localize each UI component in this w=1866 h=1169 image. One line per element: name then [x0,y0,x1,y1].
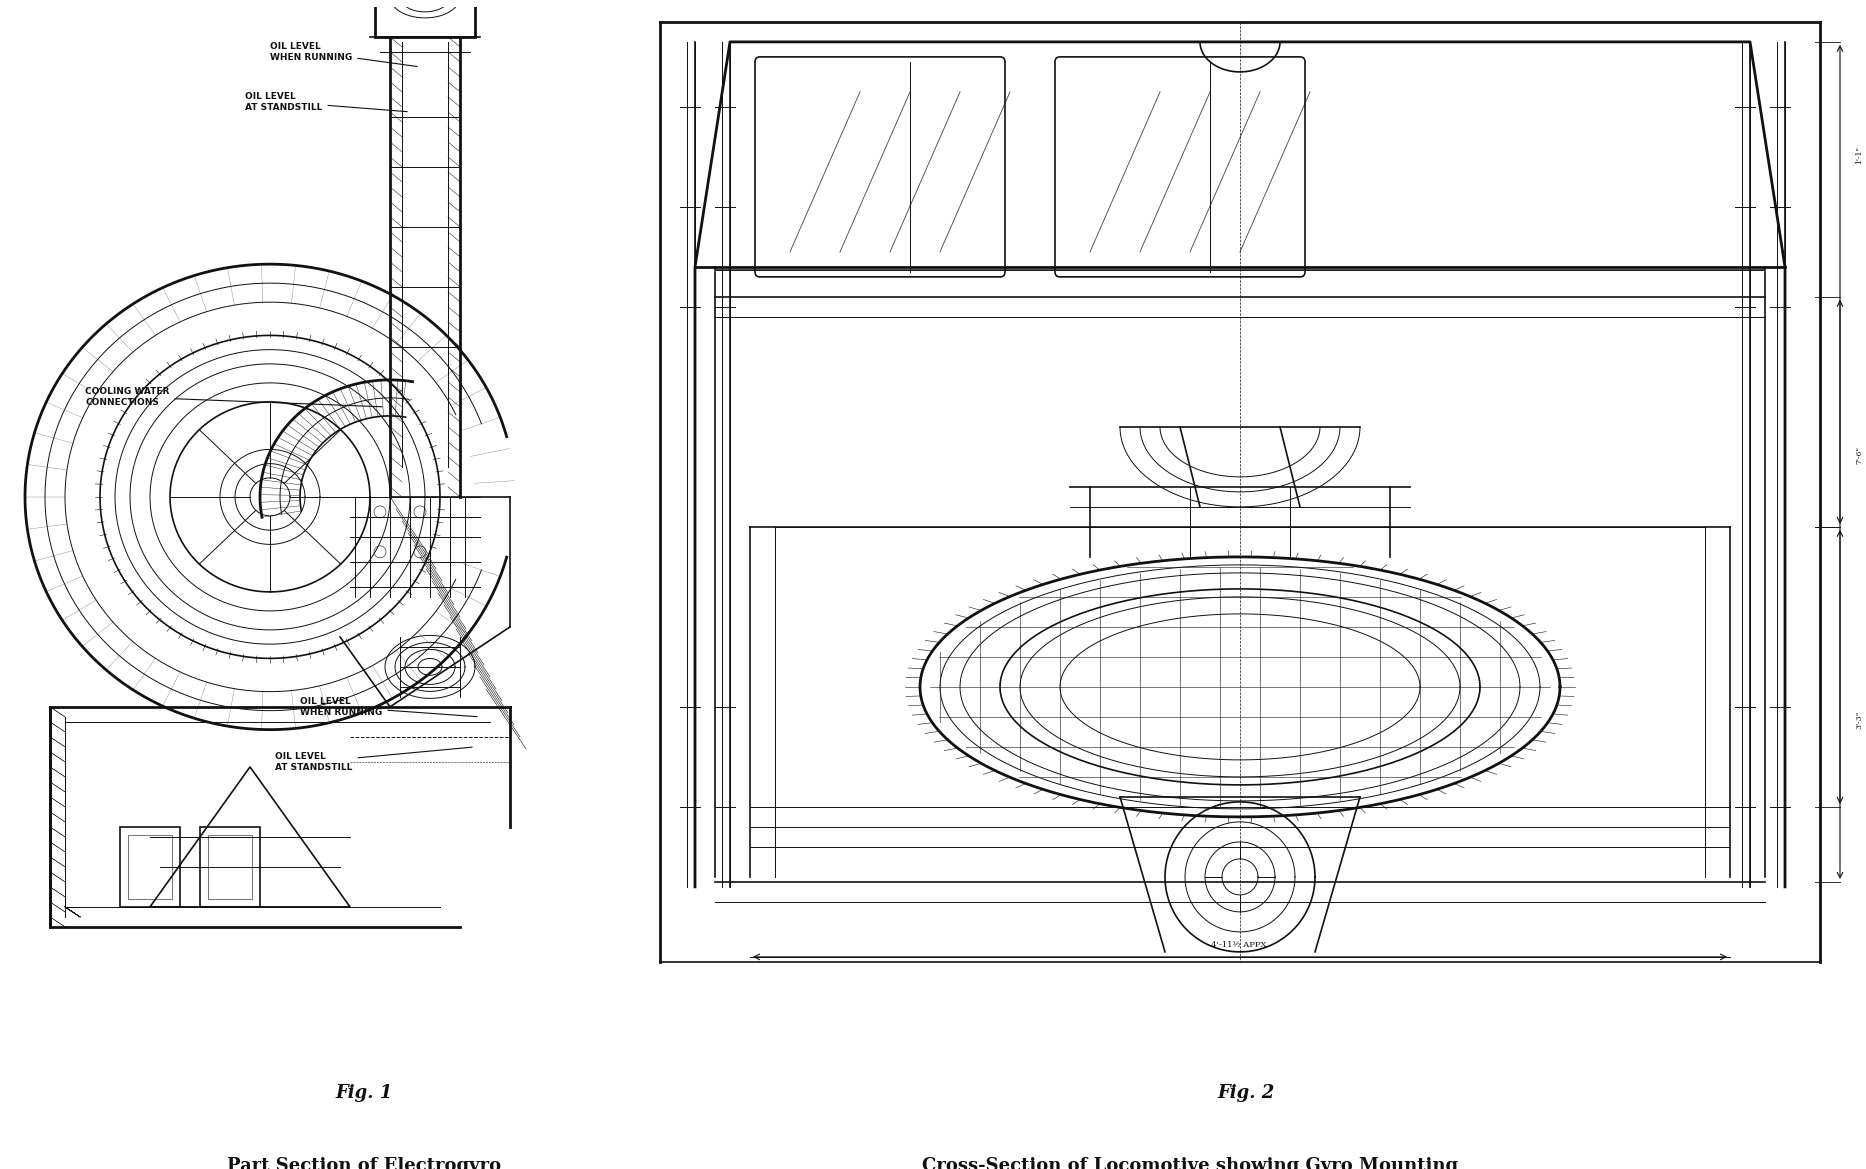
Text: Fig. 1: Fig. 1 [336,1085,392,1102]
Text: Cross-Section of Locomotive showing Gyro Mounting: Cross-Section of Locomotive showing Gyro… [922,1157,1459,1169]
Text: OIL LEVEL
WHEN RUNNING: OIL LEVEL WHEN RUNNING [271,42,418,67]
Bar [207,835,252,899]
Text: 4'-11½ APPX.: 4'-11½ APPX. [1211,941,1269,949]
Bar [375,0,476,37]
Bar [119,826,179,907]
Bar [200,826,259,907]
Text: OIL LEVEL
AT STANDSTILL: OIL LEVEL AT STANDSTILL [274,747,472,772]
Text: 3'-3": 3'-3" [1855,711,1862,729]
Bar [129,835,172,899]
Text: OIL LEVEL
WHEN RUNNING: OIL LEVEL WHEN RUNNING [300,697,478,717]
Text: Part Section of Electrogyro: Part Section of Electrogyro [228,1157,500,1169]
Text: 1'-1": 1'-1" [1855,146,1862,164]
Text: COOLING WATER
CONNECTIONS: COOLING WATER CONNECTIONS [86,387,383,407]
Text: 7'-6": 7'-6" [1855,445,1862,464]
Text: Fig. 2: Fig. 2 [1218,1085,1274,1102]
Text: OIL LEVEL
AT STANDSTILL: OIL LEVEL AT STANDSTILL [244,92,407,112]
